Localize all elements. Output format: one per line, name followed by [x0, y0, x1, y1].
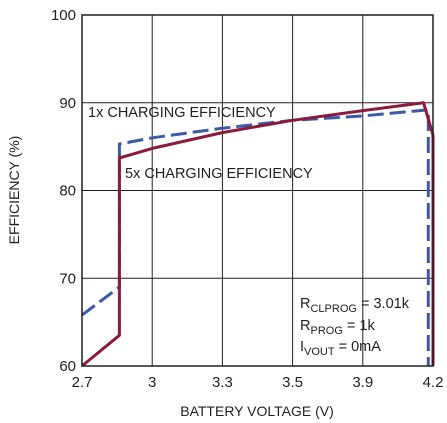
- annotation-ivout: IVOUT = 0mA: [300, 339, 381, 358]
- series-label-1x: 1x CHARGING EFFICIENCY: [88, 105, 276, 121]
- x-tick-labels: 2.7 3 3.3 3.5 3.9 4.2: [72, 374, 444, 391]
- x-tick-label: 4.2: [423, 374, 444, 391]
- series-label-5x: 5x CHARGING EFFICIENCY: [125, 166, 313, 182]
- annotation-rprog-rest: = 1k: [343, 318, 376, 334]
- y-tick-label: 100: [51, 7, 76, 24]
- chart-grid: [82, 15, 433, 366]
- annotation-ivout-main: I: [300, 339, 304, 355]
- annotation-rclprog-main: R: [300, 296, 310, 312]
- y-tick-label: 80: [59, 183, 76, 200]
- x-tick-label: 3: [148, 374, 156, 391]
- x-tick-label: 3.9: [352, 374, 373, 391]
- x-tick-label: 2.7: [72, 374, 93, 391]
- y-tick-label: 70: [59, 270, 76, 287]
- series-line-1x: [81, 108, 430, 366]
- x-axis-title: BATTERY VOLTAGE (V): [180, 403, 334, 419]
- x-tick-label: 3.3: [212, 374, 233, 391]
- annotation-rclprog: RCLPROG = 3.01k: [300, 296, 410, 315]
- series-line-5x: [81, 101, 435, 368]
- y-tick-label: 90: [59, 95, 76, 112]
- annotation-rprog-main: R: [300, 318, 310, 334]
- annotation-rprog-sub: PROG: [310, 325, 342, 337]
- annotation-ivout-rest: = 0mA: [335, 339, 382, 355]
- annotation-ivout-sub: VOUT: [304, 346, 335, 358]
- plot-frame: [81, 14, 434, 367]
- annotation-rclprog-sub: CLPROG: [310, 303, 356, 315]
- annotation-rprog: RPROG = 1k: [300, 318, 375, 337]
- annotation-rclprog-rest: = 3.01k: [357, 296, 410, 312]
- chart-series: [81, 101, 435, 368]
- y-tick-labels: 60 70 80 90 100: [51, 7, 76, 375]
- y-axis-title: EFFICIENCY (%): [6, 136, 22, 245]
- y-tick-label: 60: [59, 358, 76, 375]
- x-tick-label: 3.5: [282, 374, 303, 391]
